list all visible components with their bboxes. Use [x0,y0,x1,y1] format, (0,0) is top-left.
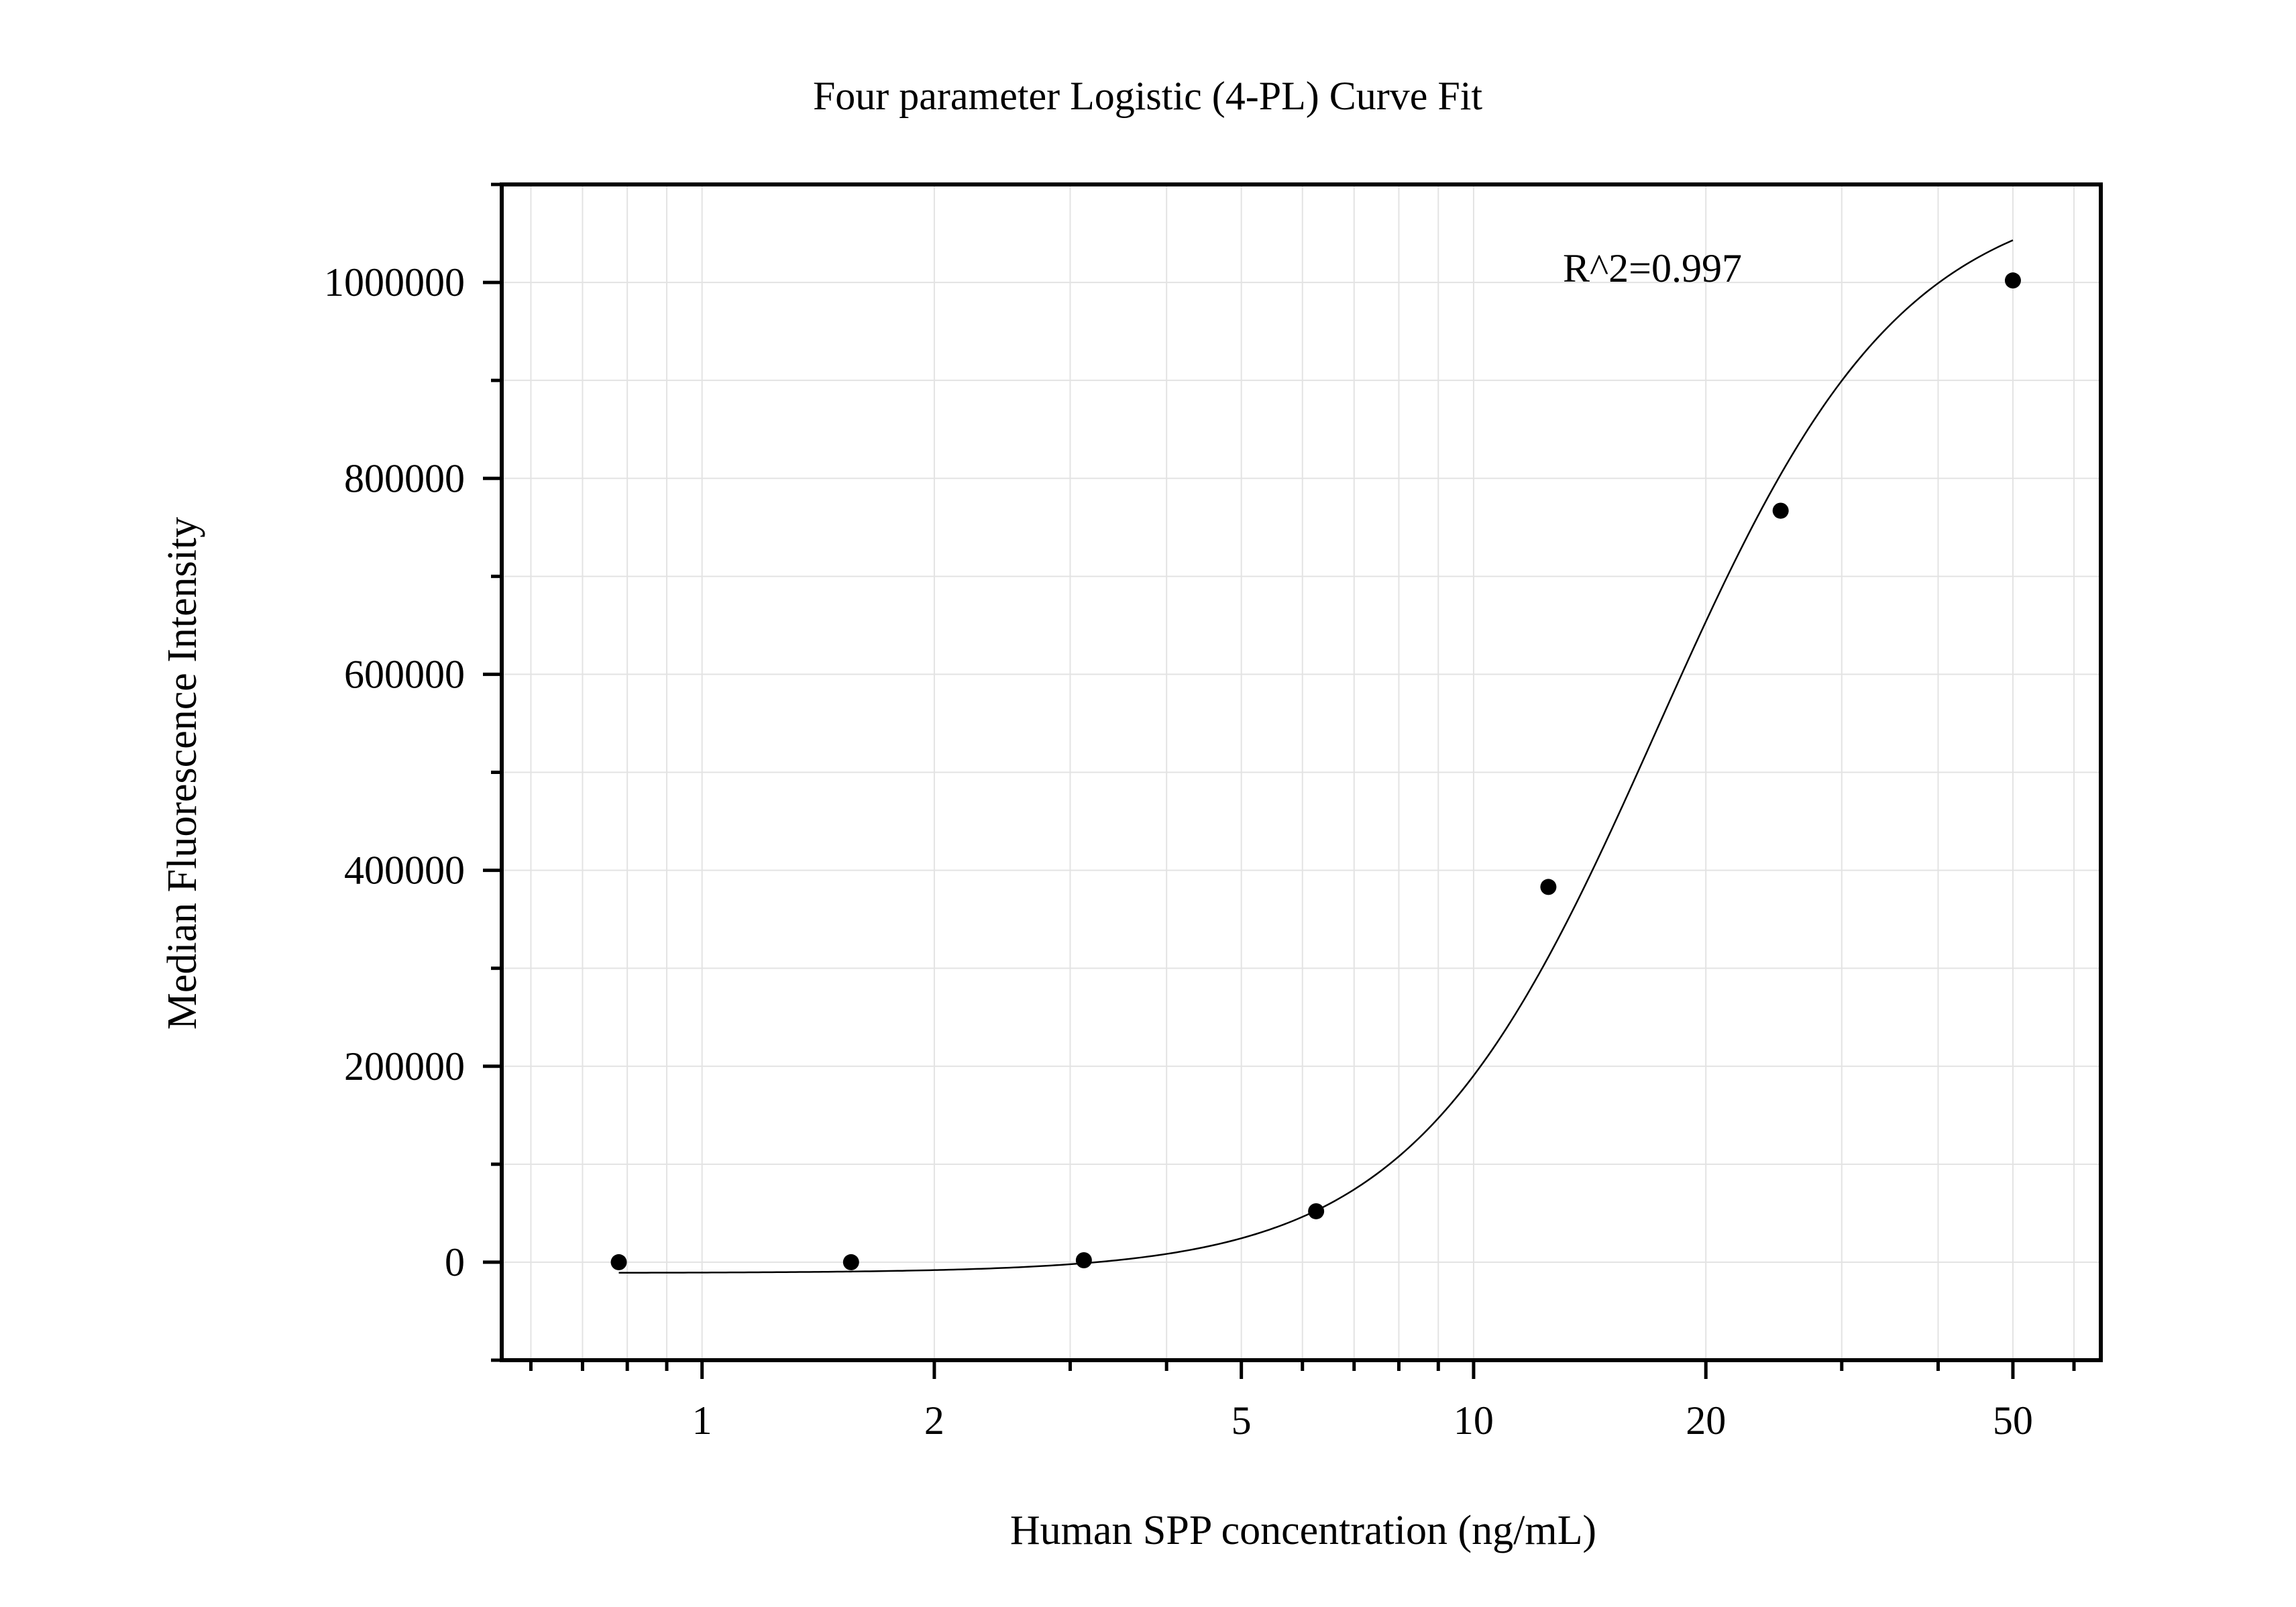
x-tick-label: 50 [1993,1398,2033,1443]
r-squared-annotation: R^2=0.997 [1563,246,1742,290]
curve-layer [618,239,2014,1274]
data-point [1075,1252,1092,1268]
y-axis-label: Median Fluorescence Intensity [160,517,205,1030]
axes-layer: 1 2 5 10 20 50 0 200000 400000 600000 800000 100000… [324,182,2103,1443]
y-tick-label: 600000 [344,652,465,696]
data-point [1308,1203,1325,1219]
labels-layer: Four parameter Logistic (4-PL) Curve Fit… [160,74,1742,1553]
y-tick-label: 800000 [344,456,465,500]
data-point [610,1254,627,1270]
y-tick-label: 0 [445,1240,465,1284]
data-point [842,1254,859,1270]
data-point [1540,879,1557,895]
chart-title: Four parameter Logistic (4-PL) Curve Fit [813,74,1482,118]
y-tick-label: 400000 [344,848,465,893]
x-tick-label: 1 [692,1398,712,1443]
data-point [1772,502,1789,519]
grid-layer [502,184,2101,1360]
y-tick-label: 1000000 [324,260,465,304]
fit-curve-line [618,239,2014,1274]
x-tick-label: 5 [1232,1398,1252,1443]
points-layer [610,272,2021,1270]
x-axis-label: Human SPP concentration (ng/mL) [1010,1508,1596,1553]
x-tick-label: 2 [924,1398,944,1443]
x-tick-label: 20 [1686,1398,1726,1443]
x-tick-label: 10 [1454,1398,1494,1443]
data-point [2004,272,2021,289]
y-tick-label: 200000 [344,1044,465,1089]
